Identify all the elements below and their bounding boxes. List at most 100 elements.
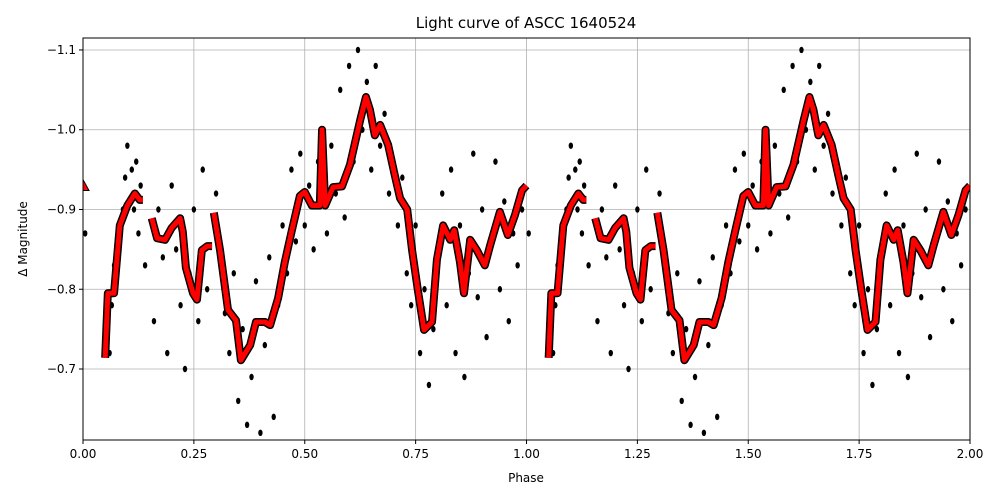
x-tick-label: 1.00	[513, 447, 540, 461]
data-point	[156, 206, 161, 213]
data-point	[377, 142, 383, 149]
data-point	[670, 349, 676, 357]
data-point	[861, 349, 866, 357]
data-point	[901, 222, 906, 229]
data-point	[573, 166, 578, 173]
x-tick-label: 0.75	[402, 447, 429, 461]
data-point	[342, 214, 347, 221]
x-tick-label: 0.25	[181, 447, 208, 461]
data-point	[599, 206, 605, 213]
data-point	[422, 286, 427, 293]
data-point	[617, 246, 622, 253]
data-point	[204, 286, 210, 293]
data-point	[125, 142, 130, 149]
data-point	[240, 325, 245, 333]
data-point	[83, 230, 88, 237]
data-point	[817, 62, 822, 70]
data-point	[462, 373, 467, 381]
data-point	[852, 302, 857, 309]
data-point	[887, 302, 893, 309]
data-point	[644, 166, 649, 173]
data-point	[595, 317, 600, 325]
data-point	[453, 349, 458, 357]
data-point	[799, 46, 804, 54]
data-point	[497, 286, 503, 293]
data-point	[131, 206, 137, 213]
data-point	[821, 142, 826, 149]
data-point	[280, 222, 285, 229]
data-point	[231, 270, 236, 277]
x-axis-label: Phase	[508, 471, 544, 485]
data-point	[950, 317, 955, 325]
data-point	[577, 158, 582, 165]
data-point	[566, 174, 571, 181]
data-point	[657, 190, 662, 197]
data-point	[329, 142, 334, 149]
data-point	[346, 62, 352, 70]
curve-line	[149, 215, 213, 303]
data-point	[581, 182, 587, 189]
data-point	[843, 174, 849, 181]
data-point	[741, 150, 747, 157]
data-point	[701, 429, 707, 437]
data-point	[604, 254, 609, 261]
data-point	[440, 190, 445, 197]
data-point	[196, 317, 201, 325]
data-point	[253, 278, 259, 285]
data-point	[324, 230, 330, 237]
data-point	[675, 270, 680, 277]
data-point	[227, 349, 232, 357]
grid	[82, 38, 971, 440]
data-point	[236, 397, 241, 405]
data-point	[579, 230, 585, 237]
data-point	[142, 262, 148, 269]
data-point	[404, 270, 409, 277]
data-point	[475, 294, 480, 301]
data-point	[165, 349, 170, 357]
data-point	[781, 86, 786, 94]
data-point	[479, 206, 485, 213]
data-point	[129, 166, 134, 173]
data-point	[289, 166, 294, 173]
data-point	[311, 246, 316, 253]
data-point	[200, 166, 205, 173]
data-point	[258, 429, 263, 437]
data-point	[173, 246, 179, 253]
data-point	[471, 150, 476, 157]
data-point	[417, 349, 423, 357]
data-point	[710, 254, 715, 261]
x-tick-label: 2.00	[957, 447, 984, 461]
data-point	[413, 222, 418, 229]
data-point	[306, 182, 312, 189]
data-point	[526, 230, 531, 237]
data-point	[790, 62, 795, 70]
data-point	[191, 206, 197, 213]
data-point	[302, 222, 307, 229]
data-point	[905, 373, 911, 381]
data-point	[715, 413, 720, 421]
data-point	[493, 158, 498, 165]
ticks: 0.00 0.25 0.50 0.75 1.00 1.25 1.50 1.75 2.00 −1.1…	[47, 43, 984, 461]
data-point	[648, 286, 653, 293]
data-point	[825, 110, 831, 117]
curve-line	[546, 191, 587, 358]
data-point	[608, 349, 613, 357]
data-point	[502, 198, 507, 205]
data-point	[941, 286, 946, 293]
data-point	[444, 302, 449, 309]
data-point	[958, 262, 964, 269]
data-point	[635, 206, 640, 213]
curve-marker	[83, 178, 90, 192]
data-point	[382, 110, 387, 117]
data-point	[688, 421, 693, 429]
data-point	[848, 270, 853, 277]
data-point	[737, 238, 742, 245]
data-point	[936, 158, 942, 165]
data-point	[927, 333, 933, 341]
data-point	[746, 222, 751, 229]
data-point	[262, 341, 268, 349]
y-tick-label: −1.1	[47, 43, 76, 57]
data-point	[138, 182, 143, 189]
data-point	[692, 373, 698, 381]
data-point	[586, 262, 591, 269]
